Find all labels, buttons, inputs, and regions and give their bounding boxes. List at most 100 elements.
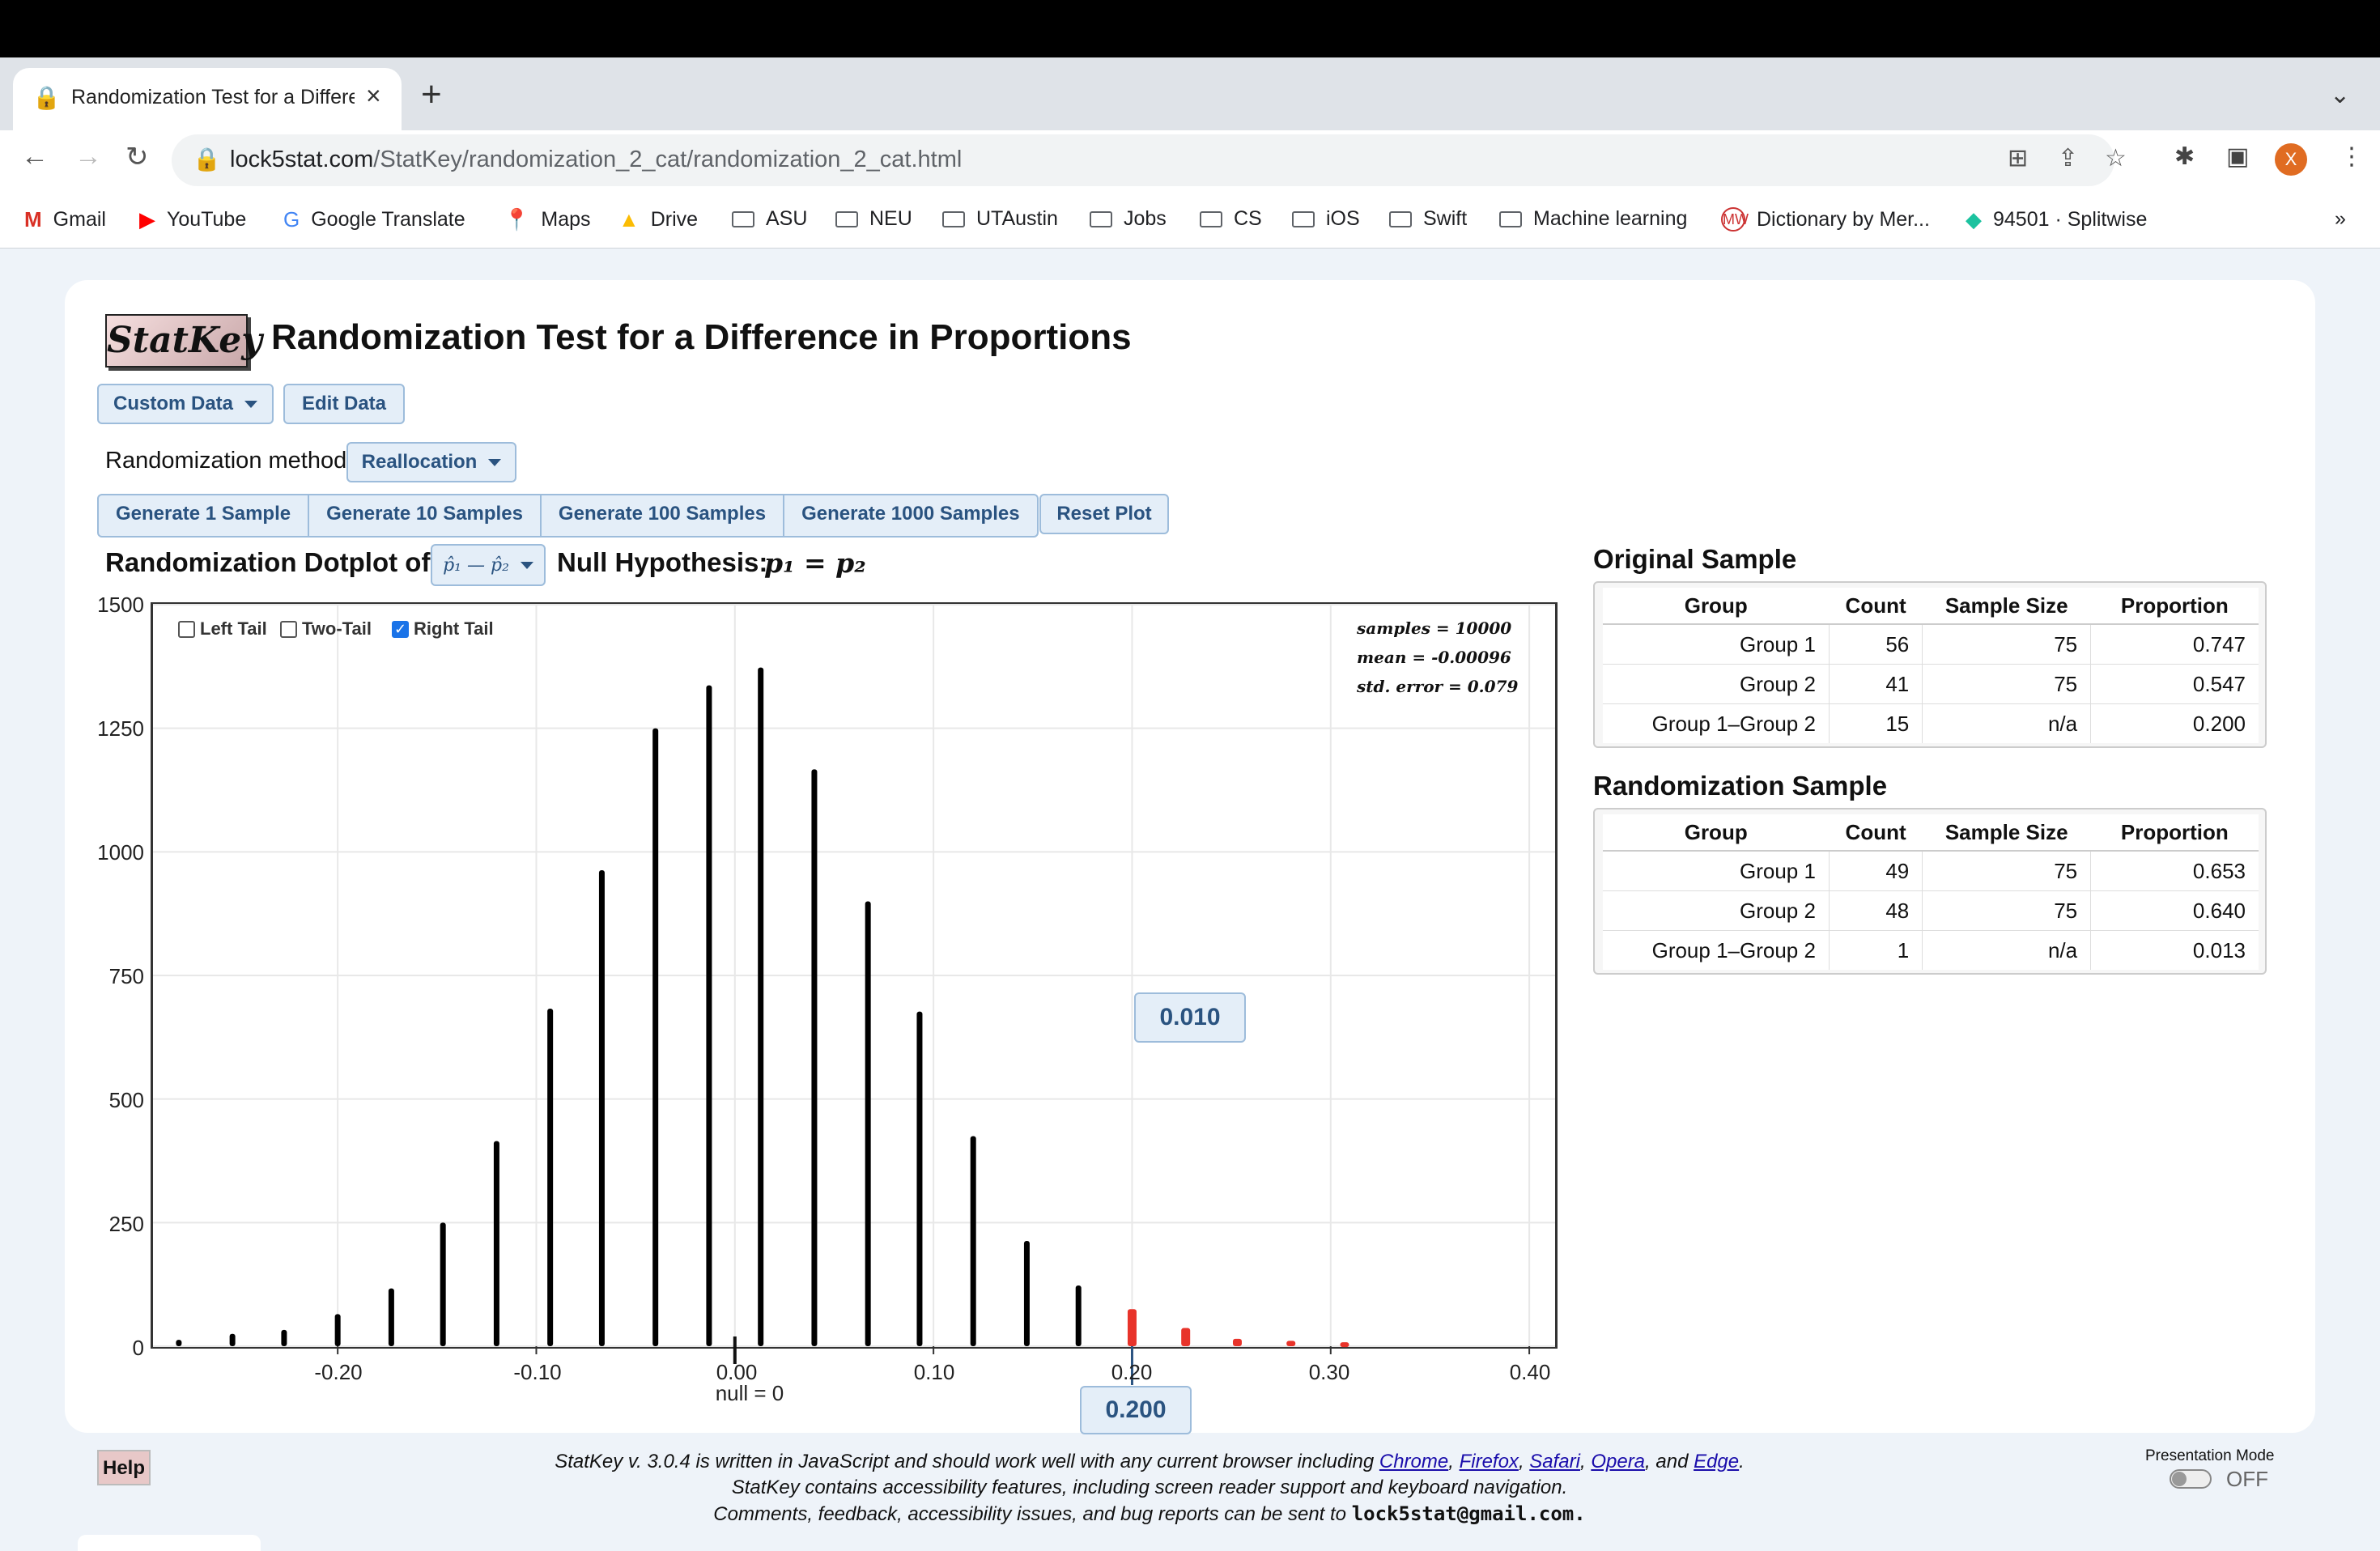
dot-stack bbox=[493, 1141, 499, 1346]
table-row: Group 1–Group 2 1 n/a 0.013 bbox=[1603, 930, 2259, 970]
avatar[interactable]: X bbox=[2275, 143, 2307, 176]
cell: 75 bbox=[1922, 890, 2091, 931]
original-sample-title: Original Sample bbox=[1593, 544, 1797, 574]
cell: 49 bbox=[1828, 850, 1923, 891]
statistic-select[interactable]: p̂₁ — p̂₂ bbox=[431, 544, 546, 586]
bookmark-jobs[interactable]: Jobs bbox=[1090, 207, 1167, 231]
cell: 0.200 bbox=[2090, 703, 2259, 743]
contact-email[interactable]: lock5stat@gmail.com. bbox=[1351, 1502, 1586, 1525]
col-header: Group bbox=[1603, 588, 1830, 625]
right-tail-toggle[interactable]: ✓ Right Tail bbox=[392, 618, 494, 640]
folder-icon bbox=[942, 210, 965, 227]
star-icon[interactable]: ☆ bbox=[2105, 145, 2127, 172]
opera-link[interactable]: Opera bbox=[1591, 1451, 1646, 1472]
presentation-mode-toggle[interactable] bbox=[2170, 1469, 2212, 1489]
footer-line-2: StatKey contains accessibility features,… bbox=[731, 1477, 1568, 1498]
tail-dot-stack bbox=[1181, 1328, 1191, 1346]
col-header: Proportion bbox=[2090, 814, 2259, 852]
custom-data-button[interactable]: Custom Data bbox=[97, 384, 274, 424]
side-panel-icon[interactable]: ▣ bbox=[2226, 143, 2250, 170]
bookmark-swift[interactable]: Swift bbox=[1389, 207, 1467, 231]
randomization-method-select[interactable]: Reallocation bbox=[346, 442, 516, 482]
col-header: Count bbox=[1829, 814, 1923, 852]
bookmark-machine-learning[interactable]: Machine learning bbox=[1499, 207, 1687, 231]
col-header: Sample Size bbox=[1922, 814, 2091, 852]
cell: 0.640 bbox=[2090, 890, 2259, 931]
footer-text: StatKey v. 3.0.4 is written in JavaScrip… bbox=[340, 1449, 1959, 1528]
two-tail-toggle[interactable]: Two-Tail bbox=[280, 618, 372, 640]
bookmark-maps[interactable]: 📍 Maps bbox=[504, 207, 591, 232]
bookmark-drive[interactable]: ▲ Drive bbox=[618, 207, 699, 232]
tail-proportion-box[interactable]: 0.010 bbox=[1134, 992, 1246, 1043]
bookmark-cs[interactable]: CS bbox=[1200, 207, 1262, 231]
table-row: Group 1 49 75 0.653 bbox=[1603, 850, 2259, 891]
generate-1000-button[interactable]: Generate 1000 Samples bbox=[801, 503, 1020, 525]
tab-search-chevron-icon[interactable]: ⌄ bbox=[2330, 82, 2351, 108]
reset-plot-button[interactable]: Reset Plot bbox=[1039, 494, 1169, 534]
cutoff-value-box[interactable]: 0.200 bbox=[1080, 1386, 1192, 1434]
cell: 0.653 bbox=[2090, 850, 2259, 891]
cell: Group 1–Group 2 bbox=[1603, 930, 1830, 970]
forward-icon[interactable]: → bbox=[74, 141, 102, 172]
two-tail-checkbox[interactable] bbox=[280, 620, 297, 638]
left-tail-toggle[interactable]: Left Tail bbox=[178, 618, 267, 640]
browser-tab[interactable]: 🔒 Randomization Test for a Difference in… bbox=[13, 68, 402, 130]
back-icon[interactable]: ← bbox=[21, 141, 49, 172]
y-tick-label: 1000 bbox=[97, 840, 144, 865]
generate-1-button[interactable]: Generate 1 Sample bbox=[99, 495, 310, 536]
tail-dot-stack bbox=[1340, 1342, 1349, 1348]
bookmark-dictionary[interactable]: MW Dictionary by Mer... bbox=[1721, 207, 1930, 232]
col-header: Sample Size bbox=[1922, 588, 2091, 625]
chrome-link[interactable]: Chrome bbox=[1379, 1451, 1449, 1472]
bookmark-neu[interactable]: NEU bbox=[835, 207, 912, 231]
menu-icon[interactable]: ⋮ bbox=[2340, 143, 2364, 170]
translate-icon[interactable]: ⊞ bbox=[2008, 145, 2029, 172]
x-tick-label: 0.30 bbox=[1308, 1360, 1350, 1384]
randomization-sample-table: Group Count Sample Size Proportion Group… bbox=[1603, 814, 2259, 970]
edge-link[interactable]: Edge bbox=[1694, 1451, 1740, 1472]
cell: 0.747 bbox=[2090, 623, 2259, 665]
bookmark-ios[interactable]: iOS bbox=[1292, 207, 1360, 231]
dot-stack bbox=[916, 1011, 923, 1346]
y-tick-label: 1500 bbox=[97, 593, 144, 617]
y-tick-label: 500 bbox=[108, 1088, 144, 1112]
dot-stack bbox=[176, 1340, 182, 1346]
caret-down-icon bbox=[520, 561, 533, 569]
edit-data-button[interactable]: Edit Data bbox=[283, 384, 405, 424]
tab-title: Randomization Test for a Difference in P… bbox=[71, 86, 355, 108]
generate-100-button[interactable]: Generate 100 Samples bbox=[542, 495, 785, 536]
left-tail-checkbox[interactable] bbox=[178, 620, 195, 638]
cell: 75 bbox=[1922, 664, 2091, 704]
bookmark-utaustin[interactable]: UTAustin bbox=[942, 207, 1058, 231]
folder-icon bbox=[835, 210, 858, 227]
share-icon[interactable]: ⇪ bbox=[2058, 145, 2079, 172]
more-bookmarks-icon[interactable]: » bbox=[2335, 207, 2346, 230]
right-tail-checkbox[interactable]: ✓ bbox=[392, 620, 409, 638]
reload-icon[interactable]: ↻ bbox=[125, 142, 149, 172]
folder-icon bbox=[1200, 210, 1222, 227]
dot-stack bbox=[598, 869, 605, 1346]
generate-10-button[interactable]: Generate 10 Samples bbox=[309, 495, 542, 536]
bookmark-youtube[interactable]: ▶ YouTube bbox=[139, 207, 247, 232]
extensions-icon[interactable]: ✱ bbox=[2174, 143, 2195, 170]
safari-link[interactable]: Safari bbox=[1529, 1451, 1580, 1472]
presentation-mode-label: Presentation Mode bbox=[2145, 1447, 2275, 1464]
youtube-icon: ▶ bbox=[139, 207, 155, 232]
close-tab-icon[interactable]: × bbox=[366, 81, 381, 110]
bookmark-asu[interactable]: ASU bbox=[732, 207, 807, 231]
cell: Group 2 bbox=[1603, 890, 1830, 931]
dot-stack bbox=[706, 685, 712, 1346]
folder-icon bbox=[1499, 210, 1522, 227]
bookmark-splitwise[interactable]: ◆ 94501 · Splitwise bbox=[1966, 207, 2148, 232]
url-text[interactable]: lock5stat.com/StatKey/randomization_2_ca… bbox=[230, 147, 963, 172]
plus-icon[interactable]: + bbox=[421, 74, 442, 114]
y-tick-label: 250 bbox=[108, 1212, 144, 1236]
address-bar[interactable]: 🔒 lock5stat.com/StatKey/randomization_2_… bbox=[172, 134, 2127, 186]
bookmark-google-translate[interactable]: G Google Translate bbox=[283, 207, 465, 232]
firefox-link[interactable]: Firefox bbox=[1459, 1451, 1519, 1472]
bookmark-gmail[interactable]: M Gmail bbox=[24, 207, 106, 232]
col-header: Proportion bbox=[2090, 588, 2259, 625]
cell: n/a bbox=[1922, 703, 2091, 743]
dot-stack bbox=[440, 1222, 446, 1346]
help-button[interactable]: Help bbox=[97, 1450, 151, 1485]
